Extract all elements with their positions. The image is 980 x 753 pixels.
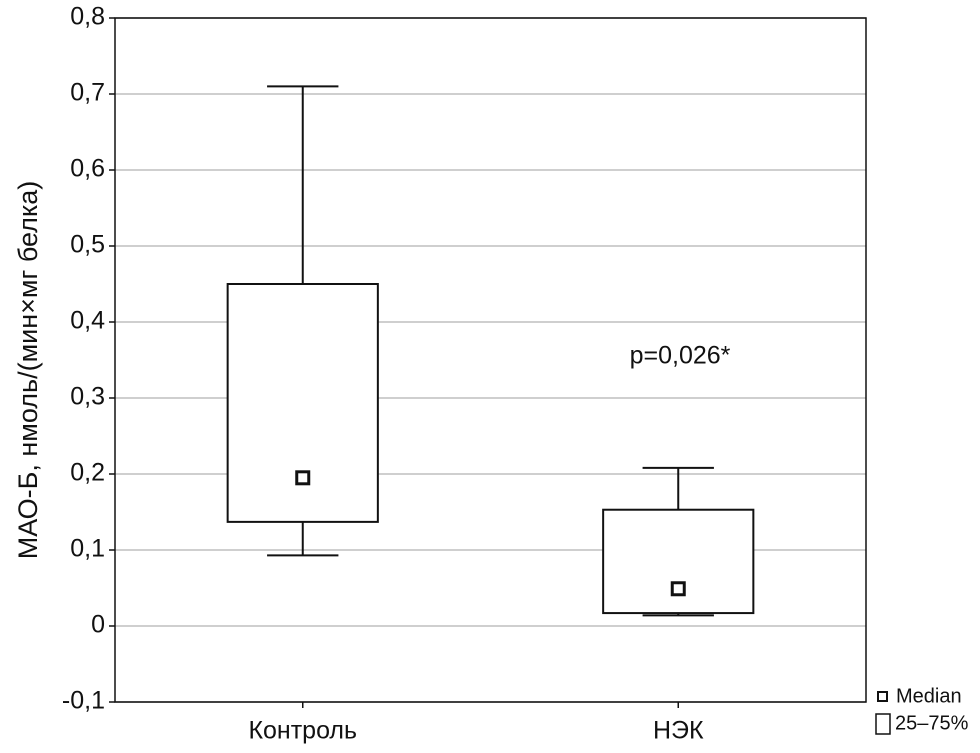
y-tick-label: 0 xyxy=(91,611,105,639)
y-tick-label: 0,7 xyxy=(70,79,105,107)
plot-frame xyxy=(114,17,867,703)
legend-label: 25–75% xyxy=(895,712,969,734)
legend-label: Median xyxy=(896,685,962,707)
y-tick-label: 0,6 xyxy=(70,155,105,183)
y-tick-label: 0,5 xyxy=(70,231,105,259)
y-tick-label: 0,4 xyxy=(70,307,105,335)
x-tick-label: Контроль xyxy=(248,717,357,745)
y-axis-label: МАО-Б, нмоль/(мин×мг белка) xyxy=(13,181,43,560)
y-tick-label: -0,1 xyxy=(62,687,105,715)
y-tick-label: 0,2 xyxy=(70,459,105,487)
box xyxy=(602,508,755,615)
box xyxy=(226,283,379,523)
legend-box-key xyxy=(875,713,891,735)
y-tick-label: 0,1 xyxy=(70,535,105,563)
median xyxy=(295,470,311,486)
annotation: p=0,026* xyxy=(630,342,731,370)
y-tick-label: 0,3 xyxy=(70,383,105,411)
median xyxy=(670,581,686,597)
x-tick-label: НЭК xyxy=(653,717,704,745)
y-tick-label: 0,8 xyxy=(70,3,105,31)
legend-median-key xyxy=(877,691,888,702)
